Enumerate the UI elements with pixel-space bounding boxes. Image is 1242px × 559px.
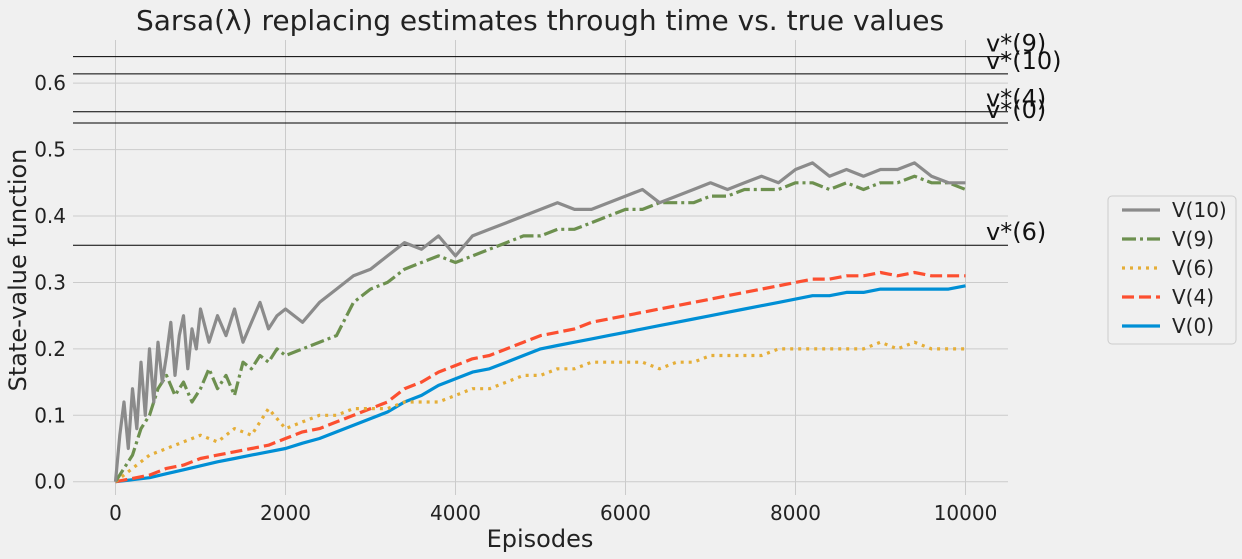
legend-box	[1107, 195, 1237, 345]
reference-line-label: v*(0)	[986, 96, 1046, 124]
x-tick-label: 0	[109, 501, 122, 525]
y-axis-label: State-value function	[4, 149, 32, 392]
y-tick-label: 0.1	[34, 403, 66, 427]
y-tick-label: 0.5	[34, 138, 66, 162]
reference-line-label: v*(9)	[986, 30, 1046, 58]
y-tick-label: 0.2	[34, 337, 66, 361]
x-axis-label: Episodes	[487, 525, 594, 553]
x-tick-label: 8000	[770, 501, 821, 525]
legend-label: V(0)	[1172, 314, 1214, 338]
y-tick-label: 0.4	[34, 204, 66, 228]
x-tick-label: 4000	[430, 501, 481, 525]
series-line	[114, 340, 966, 483]
x-tick-label: 10000	[934, 501, 998, 525]
series-line	[115, 270, 966, 484]
legend-label: V(10)	[1172, 198, 1227, 222]
reference-line-label: v*(4)	[986, 85, 1046, 113]
legend-label: V(4)	[1172, 285, 1214, 309]
series-lines	[113, 161, 967, 484]
series-line	[114, 174, 967, 483]
y-tick-label: 0.3	[34, 270, 66, 294]
y-tick-label: 0.6	[34, 71, 66, 95]
chart-title: Sarsa(λ) replacing estimates through tim…	[136, 4, 944, 37]
x-tick-label: 2000	[260, 501, 311, 525]
grid	[73, 40, 1008, 495]
reference-line-label: v*(6)	[986, 218, 1046, 246]
reference-line-label: v*(10)	[986, 47, 1061, 75]
legend-label: V(6)	[1172, 256, 1214, 280]
reference-lines: v*(9)v*(10) v*(4)v*(0) v*(6)	[73, 30, 1061, 246]
legend: V(10) V(9) V(6) V(4) V(0)	[1107, 195, 1237, 345]
series-line	[115, 284, 966, 484]
legend-label: V(9)	[1172, 227, 1214, 251]
y-tick-label: 0.0	[34, 470, 66, 494]
tick-labels: 0 2000 4000 6000 8000 10000 0.0 0.1 0.2 0.3 0.4 0.5…	[34, 71, 997, 525]
series-line	[113, 161, 966, 482]
x-tick-label: 6000	[600, 501, 651, 525]
